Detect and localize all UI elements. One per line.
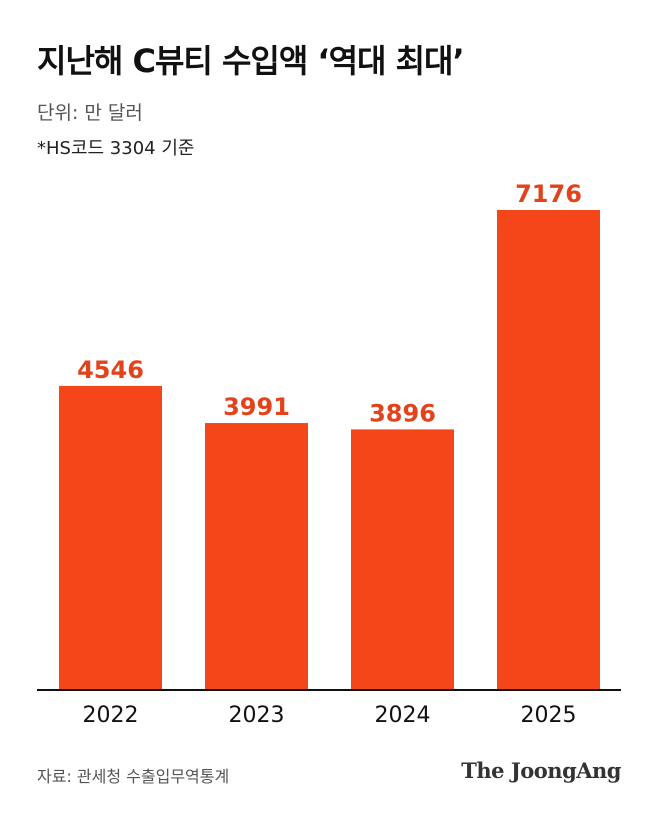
bar-2024	[351, 429, 454, 690]
bars-group	[59, 210, 600, 690]
x-tick-label-2024: 2024	[375, 703, 431, 728]
unit-label: 단위: 만 달러	[37, 102, 143, 124]
chart-title: 지난해 C뷰티 수입액 ‘역대 최대’	[37, 42, 465, 80]
publisher-logo: The JoongAng	[461, 758, 621, 783]
x-tick-label-2023: 2023	[229, 703, 285, 728]
hs-code-note: *HS코드 3304 기준	[37, 138, 195, 159]
value-labels-group: 4546 3991 3896 7176	[77, 180, 582, 427]
x-tick-label-2022: 2022	[83, 703, 139, 728]
value-label-2024: 3896	[369, 399, 436, 427]
source-note: 자료: 관세청 수출입무역통계	[37, 767, 230, 786]
bar-2022	[59, 385, 162, 690]
x-tick-labels-group: 2022 2023 2024 2025	[83, 703, 577, 728]
value-label-2022: 4546	[77, 356, 144, 384]
value-label-2025: 7176	[515, 180, 582, 208]
value-label-2023: 3991	[223, 393, 290, 421]
bar-2023	[205, 423, 308, 690]
bar-2025	[497, 210, 600, 690]
x-tick-label-2025: 2025	[521, 703, 577, 728]
